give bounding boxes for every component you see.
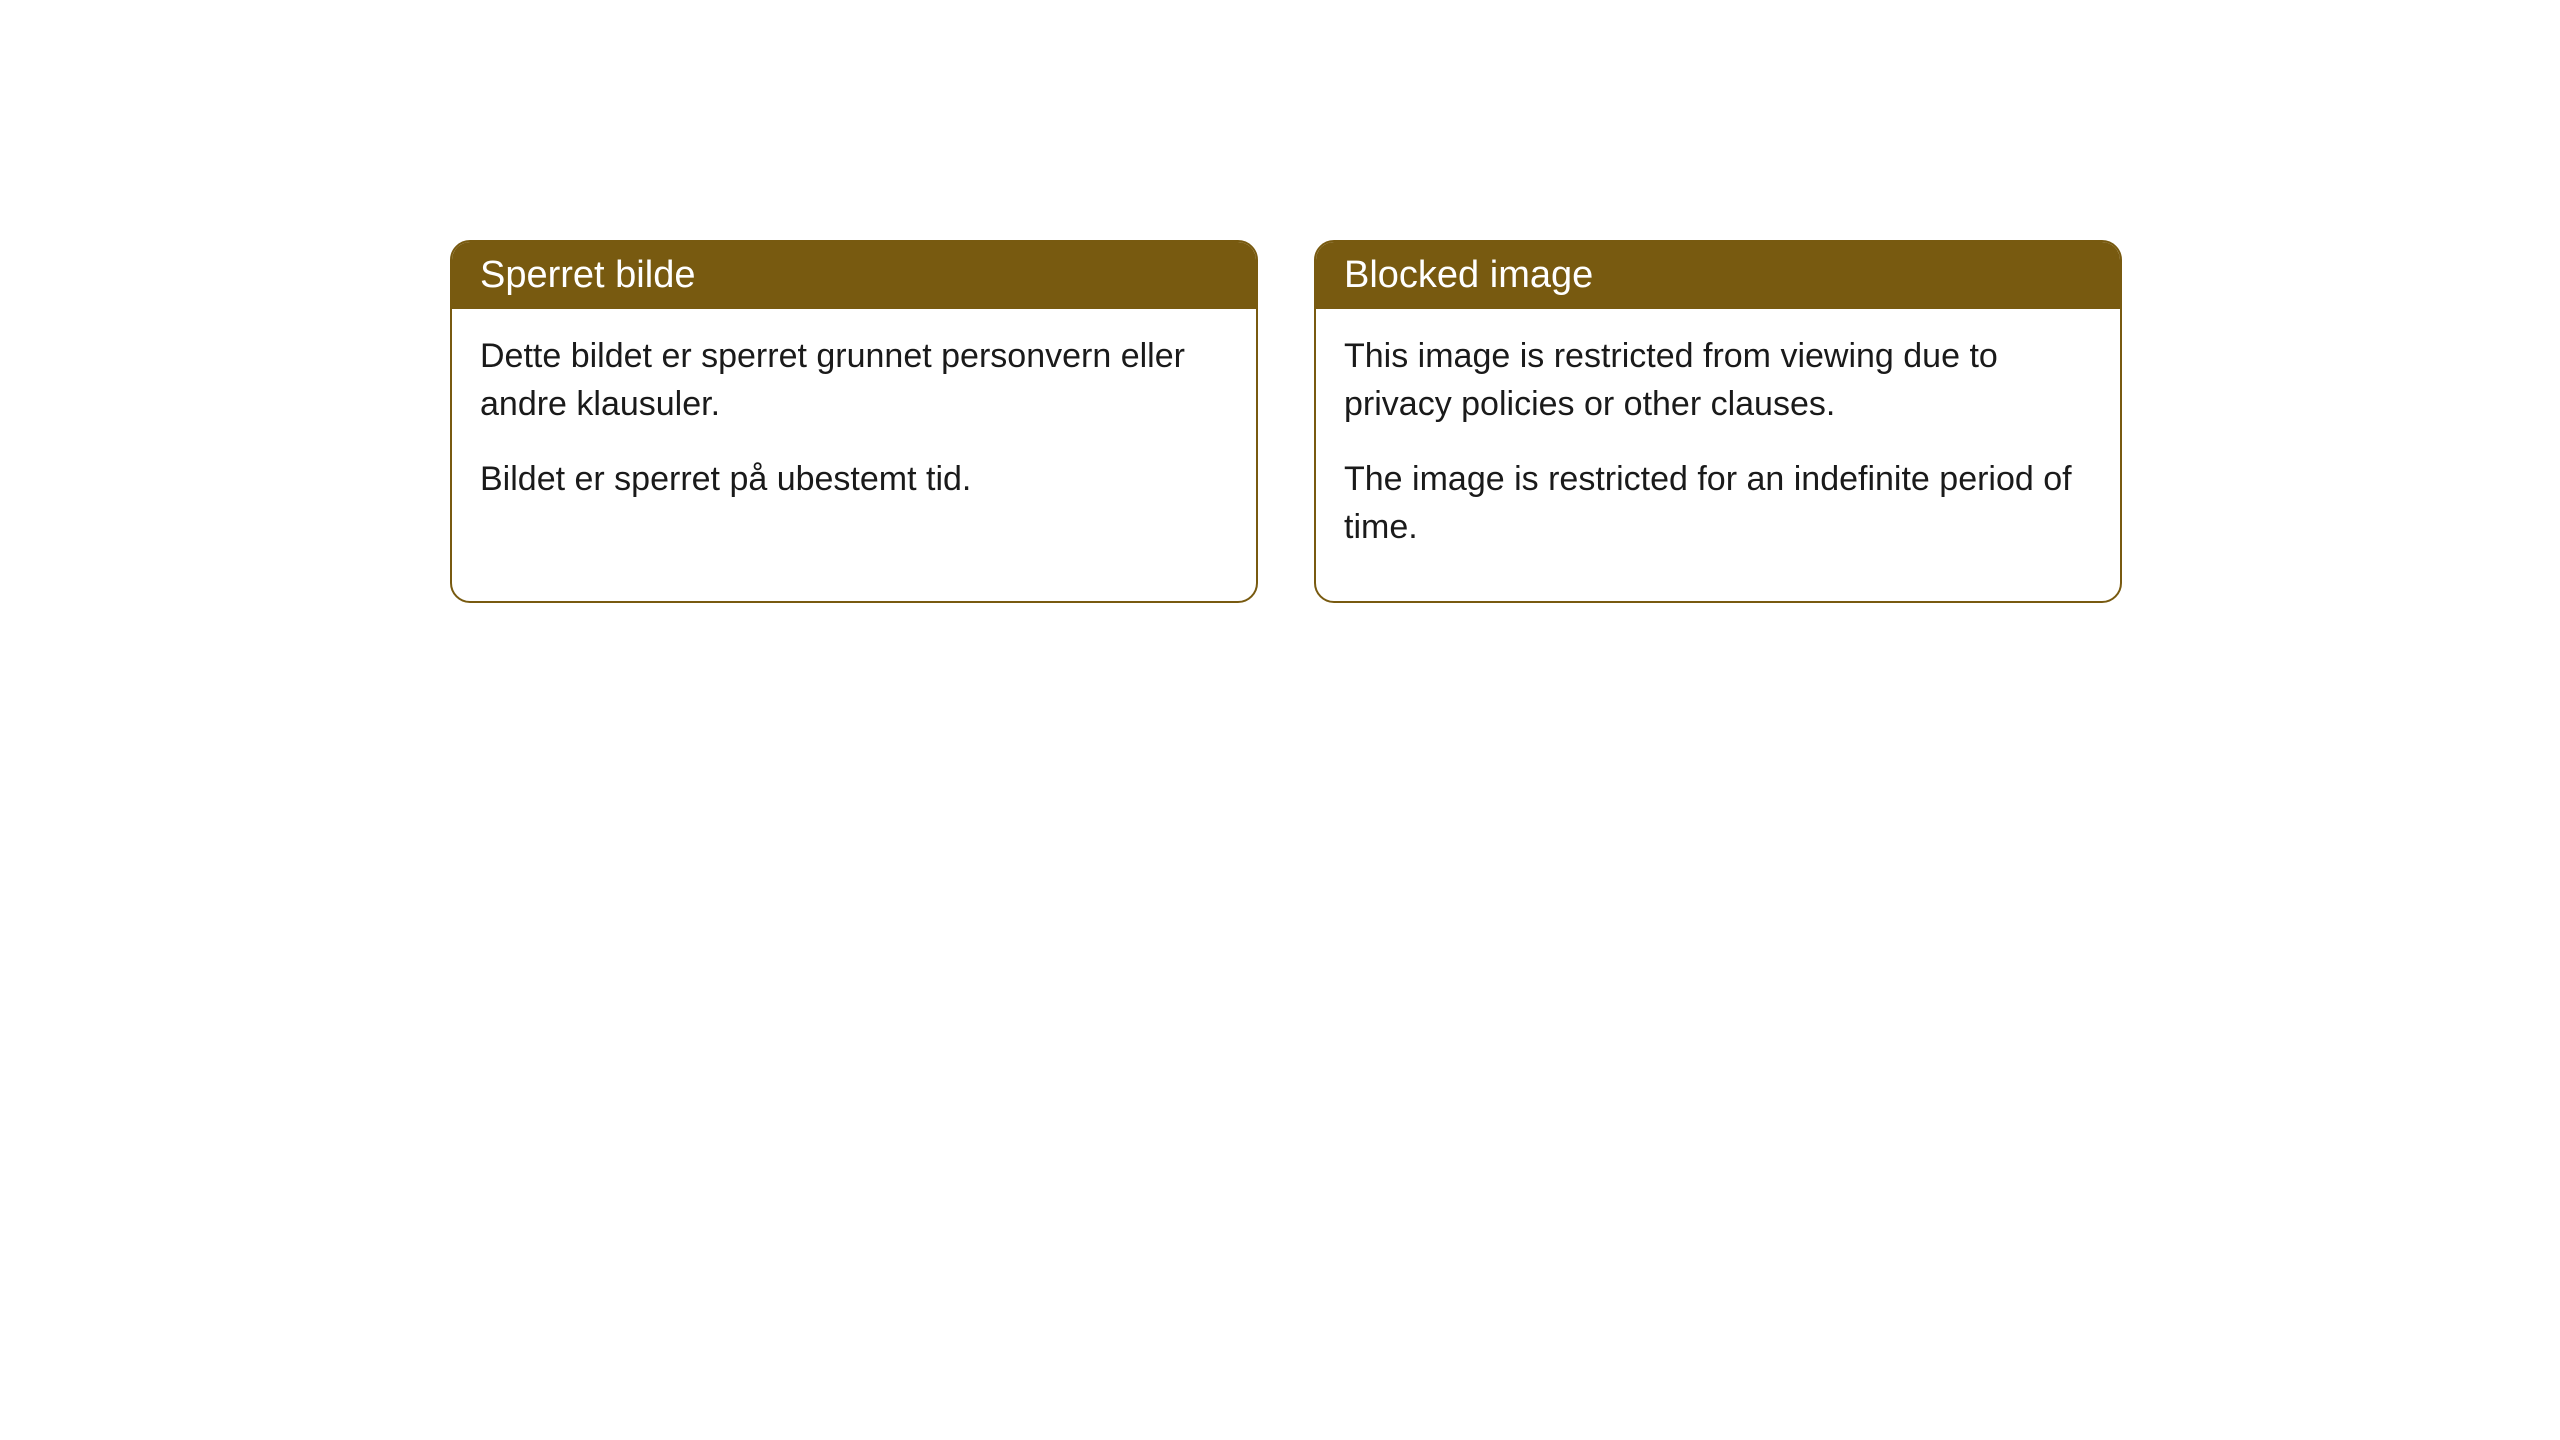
- notice-card-norwegian: Sperret bilde Dette bildet er sperret gr…: [450, 240, 1258, 603]
- card-body: Dette bildet er sperret grunnet personve…: [452, 309, 1256, 554]
- card-header: Sperret bilde: [452, 242, 1256, 309]
- card-title: Sperret bilde: [480, 254, 695, 296]
- card-paragraph: Dette bildet er sperret grunnet personve…: [480, 333, 1228, 428]
- card-title: Blocked image: [1344, 254, 1593, 296]
- card-paragraph: Bildet er sperret på ubestemt tid.: [480, 456, 1228, 504]
- notice-cards-container: Sperret bilde Dette bildet er sperret gr…: [450, 240, 2122, 603]
- card-paragraph: This image is restricted from viewing du…: [1344, 333, 2092, 428]
- card-body: This image is restricted from viewing du…: [1316, 309, 2120, 601]
- notice-card-english: Blocked image This image is restricted f…: [1314, 240, 2122, 603]
- card-header: Blocked image: [1316, 242, 2120, 309]
- card-paragraph: The image is restricted for an indefinit…: [1344, 456, 2092, 551]
